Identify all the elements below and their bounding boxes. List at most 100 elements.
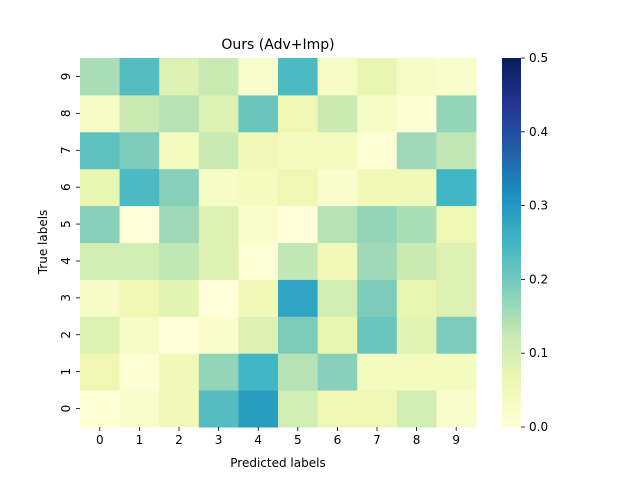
heatmap-cell-1-1 — [119, 353, 160, 391]
heatmap-cell-7-4 — [238, 131, 279, 170]
x-tick-label: 1 — [136, 433, 144, 447]
heatmap-cell-6-7 — [357, 168, 398, 207]
x-tick-label: 4 — [254, 433, 262, 447]
heatmap-cell-3-0 — [80, 279, 121, 317]
heatmap-cell-9-8 — [396, 58, 437, 96]
heatmap-cell-2-5 — [278, 316, 319, 354]
heatmap-cell-4-5 — [278, 242, 319, 280]
heatmap-cell-8-0 — [80, 94, 121, 133]
heatmap-cell-9-6 — [317, 58, 358, 96]
heatmap-cell-5-1 — [119, 205, 160, 243]
heatmap-cell-5-9 — [436, 205, 477, 243]
heatmap-cell-1-6 — [317, 353, 358, 391]
heatmap-cell-8-2 — [159, 94, 200, 133]
colorbar: 0.0 0.1 0.2 0.3 0.4 0.5 — [502, 51, 548, 434]
heatmap-cell-1-5 — [278, 353, 319, 391]
colorbar-tick-label: 0.3 — [529, 199, 548, 213]
heatmap-cell-8-9 — [436, 94, 477, 133]
heatmap-cell-3-6 — [317, 279, 358, 317]
heatmap-cell-9-2 — [159, 58, 200, 96]
heatmap-cell-0-5 — [278, 390, 319, 428]
colorbar-tick-label: 0.1 — [529, 346, 548, 360]
x-axis-label: Predicted labels — [230, 456, 325, 470]
heatmap-cell-0-0 — [80, 390, 121, 428]
heatmap-cell-0-1 — [119, 390, 160, 428]
x-tick-label: 9 — [452, 433, 460, 447]
heatmap-cell-5-4 — [238, 205, 279, 243]
heatmap-cell-4-0 — [80, 242, 121, 280]
heatmap-cell-7-6 — [317, 131, 358, 170]
heatmap-cell-1-4 — [238, 353, 279, 391]
heatmap-cell-6-1 — [119, 168, 160, 207]
heatmap-cell-6-2 — [159, 168, 200, 207]
heatmap-cell-1-9 — [436, 353, 477, 391]
y-tick-label: 8 — [59, 110, 73, 118]
heatmap-cell-9-9 — [436, 58, 477, 96]
y-tick-label: 9 — [59, 73, 73, 81]
heatmap-cell-3-8 — [396, 279, 437, 317]
heatmap-cell-7-1 — [119, 131, 160, 170]
y-tick-label: 0 — [59, 405, 73, 413]
heatmap-cell-2-0 — [80, 316, 121, 354]
heatmap-cell-1-7 — [357, 353, 398, 391]
heatmap-cell-7-8 — [396, 131, 437, 170]
heatmap-cell-5-8 — [396, 205, 437, 243]
heatmap-cell-0-9 — [436, 390, 477, 428]
y-tick-label: 5 — [59, 220, 73, 228]
x-tick-label: 0 — [96, 433, 104, 447]
heatmap-cell-6-5 — [278, 168, 319, 207]
heatmap-cell-3-5 — [278, 279, 319, 317]
heatmap-cell-6-8 — [396, 168, 437, 207]
heatmap-cell-6-3 — [198, 168, 239, 207]
y-tick-label: 7 — [59, 146, 73, 154]
heatmap-cell-3-9 — [436, 279, 477, 317]
heatmap-cell-8-1 — [119, 94, 160, 133]
x-tick-label: 2 — [175, 433, 183, 447]
heatmap-cell-8-3 — [198, 94, 239, 133]
heatmap-cell-4-2 — [159, 242, 200, 280]
heatmap-cell-9-5 — [278, 58, 319, 96]
y-tick-label: 2 — [59, 331, 73, 339]
y-tick-label: 4 — [59, 257, 73, 265]
heatmap-cells — [80, 58, 477, 428]
colorbar-tick-label: 0.5 — [529, 51, 548, 65]
y-axis-ticks: 0 1 2 3 4 5 6 7 8 9 — [59, 73, 80, 413]
heatmap-cell-8-7 — [357, 94, 398, 133]
colorbar-tick-label: 0.2 — [529, 272, 548, 286]
x-tick-label: 3 — [215, 433, 223, 447]
heatmap-cell-1-0 — [80, 353, 121, 391]
heatmap-cell-0-8 — [396, 390, 437, 428]
heatmap-cell-5-3 — [198, 205, 239, 243]
heatmap-cell-9-3 — [198, 58, 239, 96]
y-axis-label: True labels — [36, 210, 50, 276]
heatmap-cell-3-3 — [198, 279, 239, 317]
x-axis-ticks: 0 1 2 3 4 5 6 7 8 9 — [96, 427, 460, 447]
heatmap-cell-2-2 — [159, 316, 200, 354]
heatmap-cell-2-8 — [396, 316, 437, 354]
heatmap-cell-1-8 — [396, 353, 437, 391]
y-tick-label: 1 — [59, 368, 73, 376]
heatmap-cell-4-7 — [357, 242, 398, 280]
chart-title: Ours (Adv+Imp) — [221, 37, 334, 53]
heatmap-cell-7-0 — [80, 131, 121, 170]
heatmap-cell-6-4 — [238, 168, 279, 207]
y-tick-label: 3 — [59, 294, 73, 302]
heatmap-cell-2-4 — [238, 316, 279, 354]
heatmap-cell-8-4 — [238, 94, 279, 133]
heatmap-cell-4-4 — [238, 242, 279, 280]
heatmap-cell-2-7 — [357, 316, 398, 354]
heatmap-cell-5-0 — [80, 205, 121, 243]
colorbar-gradient — [502, 58, 521, 427]
heatmap-cell-6-9 — [436, 168, 477, 207]
heatmap-cell-0-3 — [198, 390, 239, 428]
heatmap-cell-8-6 — [317, 94, 358, 133]
heatmap-cell-4-1 — [119, 242, 160, 280]
heatmap-cell-7-2 — [159, 131, 200, 170]
heatmap-cell-4-9 — [436, 242, 477, 280]
heatmap-cell-3-1 — [119, 279, 160, 317]
heatmap-cell-9-7 — [357, 58, 398, 96]
heatmap-cell-6-0 — [80, 168, 121, 207]
colorbar-tick-label: 0.0 — [529, 420, 548, 434]
heatmap-cell-2-1 — [119, 316, 160, 354]
